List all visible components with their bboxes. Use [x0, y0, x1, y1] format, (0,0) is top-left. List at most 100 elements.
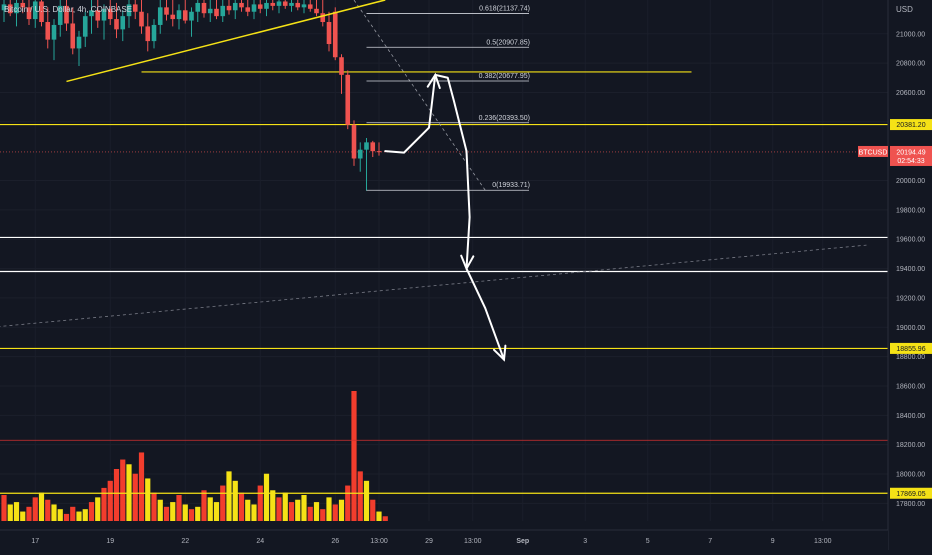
volume-bar — [145, 478, 151, 521]
time-tick-label: 29 — [425, 538, 433, 545]
candle-body — [57, 5, 63, 25]
price-tick-label: 19600.00 — [896, 237, 925, 244]
level-price-tag — [890, 487, 932, 499]
volume-bar — [188, 509, 195, 521]
candle-body — [1, 4, 7, 11]
candle-body — [201, 2, 207, 14]
candle-body — [151, 24, 157, 42]
candle-body — [89, 10, 94, 17]
price-tick-label: 18800.00 — [896, 354, 925, 361]
candle-body — [126, 4, 132, 17]
candle — [376, 142, 382, 156]
candle — [345, 70, 351, 130]
candle — [307, 0, 313, 12]
candle-body — [189, 11, 194, 21]
arrowhead-down-1 — [460, 254, 475, 271]
symbol-tag — [858, 145, 888, 157]
volume-bar — [245, 499, 251, 521]
volume-bar — [38, 492, 45, 521]
grid-layer — [0, 0, 888, 521]
time-tick-label: 19 — [106, 538, 114, 545]
volume-bar — [7, 504, 13, 521]
volume-bar — [126, 464, 132, 521]
candle — [145, 13, 151, 52]
candle — [120, 10, 126, 42]
candle — [207, 0, 213, 23]
candle-body — [364, 142, 369, 150]
candle — [364, 137, 369, 191]
candle — [132, 0, 138, 20]
candle-body — [51, 24, 57, 40]
volume-bar — [207, 497, 213, 521]
candle-body — [14, 2, 19, 14]
volume-bar — [20, 511, 26, 521]
level-price-label: 17869.05 — [896, 491, 925, 498]
volume-bar — [226, 471, 232, 521]
level-price-tag — [890, 119, 932, 131]
fib-level-0.5: 0.5(20907.85) — [366, 39, 530, 48]
candle-body — [332, 11, 338, 58]
volume-bar — [320, 509, 326, 521]
volume-bar — [201, 490, 207, 521]
arrowhead-up — [426, 72, 441, 90]
volume-bar — [376, 511, 382, 521]
volume-bar — [157, 499, 163, 521]
volume-bar — [1, 495, 7, 521]
candle-body — [195, 2, 201, 12]
volume-bar — [138, 452, 145, 521]
time-tick-label: 13:00 — [370, 538, 388, 545]
price-axis[interactable]: 21000.0020800.0020600.0020400.0020000.00… — [858, 0, 932, 550]
candle — [195, 0, 201, 23]
price-tick-label: 17800.00 — [896, 501, 925, 508]
volume-bar — [357, 471, 363, 521]
volume-bar — [288, 502, 295, 521]
time-tick-label: 7 — [708, 538, 712, 545]
candle-body — [182, 10, 188, 21]
currency-label: USD — [896, 5, 913, 14]
current-price-value: 20194.49 — [896, 149, 925, 156]
candle — [226, 0, 232, 15]
candle-body — [157, 7, 163, 25]
volume-bar — [251, 504, 257, 521]
candle — [95, 0, 101, 28]
candle-body — [70, 23, 76, 49]
volume-bar — [238, 492, 245, 521]
candle-body — [76, 36, 82, 49]
volume-bar — [120, 459, 126, 521]
rising-trendline — [66, 0, 386, 83]
volume-bar — [232, 480, 238, 521]
candle — [220, 0, 226, 23]
time-tick-label: 26 — [331, 538, 339, 545]
candle — [351, 120, 357, 166]
volume-bar — [176, 495, 182, 521]
candle — [289, 0, 294, 12]
candle-body — [301, 4, 307, 8]
volume-bar — [345, 485, 351, 521]
time-axis[interactable]: 17 19 22 24 26 13:00 29 13:00 Sep 3 5 7 9 13:00 — [0, 529, 888, 550]
candle-body — [26, 7, 32, 20]
drawings-layer[interactable] — [66, 0, 507, 362]
candle-body — [251, 4, 257, 12]
projection-path — [384, 73, 505, 361]
price-tick-label: 19000.00 — [896, 325, 925, 332]
volume-bar — [338, 499, 345, 521]
price-tick-label: 21000.00 — [896, 31, 925, 38]
volume-bar — [26, 506, 32, 521]
candle-body — [95, 10, 101, 21]
time-tick-label: 5 — [646, 538, 650, 545]
candle — [339, 54, 344, 94]
candle — [314, 0, 319, 17]
candle — [170, 0, 176, 27]
volume-bar — [101, 487, 107, 521]
volume-bar — [263, 473, 270, 521]
price-tick-label: 20800.00 — [896, 61, 925, 68]
candle — [370, 140, 376, 158]
symbol-title: Bitcoin / U.S. Dollar, 4h, COINBASE — [4, 5, 132, 14]
candle — [164, 0, 169, 21]
time-tick-label: 3 — [583, 538, 587, 545]
candle-body — [295, 2, 301, 8]
volume-bar — [307, 506, 313, 521]
candle — [64, 0, 69, 31]
